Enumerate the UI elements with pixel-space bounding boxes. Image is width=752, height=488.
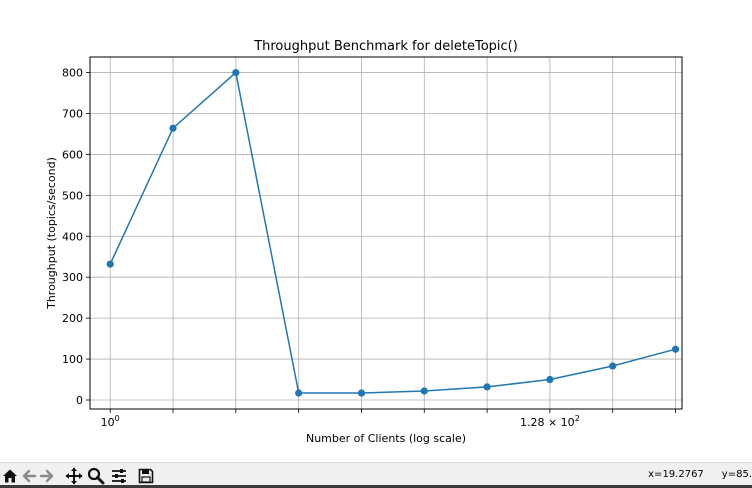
data-point (106, 260, 114, 268)
data-point (483, 383, 491, 391)
pan-icon (65, 467, 83, 485)
x-tick-label-base: 1.28 × 10 (520, 416, 575, 429)
grid (90, 57, 682, 409)
forward-arrow-icon (39, 469, 54, 483)
y-tick-label: 300 (62, 271, 83, 284)
window-bottom-edge (0, 485, 752, 488)
data-point (671, 345, 680, 353)
pan-button[interactable] (64, 465, 84, 487)
y-tick-label: 600 (62, 148, 83, 161)
series-line (109, 71, 676, 394)
x-axis-label: Number of Clients (log scale) (306, 432, 466, 445)
data-point (232, 68, 240, 77)
x-tick-label: 100 (101, 414, 120, 429)
data-point (295, 389, 303, 397)
configure-subplots-button[interactable] (109, 465, 129, 487)
save-icon (138, 468, 154, 484)
back-arrow-icon (22, 469, 37, 483)
configure-subplots-icon (112, 469, 126, 483)
x-tick-label-exponent: 0 (115, 414, 120, 423)
x-coordinate-readout: x=19.2767 (648, 469, 704, 480)
forward-button[interactable] (37, 465, 57, 487)
data-point (546, 375, 554, 384)
plot-area-frame (89, 56, 683, 410)
y-coordinate-readout: y=85. (721, 469, 752, 480)
chart-title: Throughput Benchmark for deleteTopic() (253, 39, 518, 54)
back-button[interactable] (19, 465, 39, 487)
zoom-button[interactable] (86, 465, 106, 487)
y-tick-label: 100 (62, 353, 83, 366)
y-tick-label: 800 (62, 67, 83, 80)
cursor-coordinates: x=19.2767 y=85. (648, 469, 752, 480)
x-tick-label-exponent: 2 (575, 414, 580, 423)
y-tick-label: 500 (62, 189, 83, 202)
data-point (420, 387, 428, 395)
y-tick-label: 0 (76, 394, 83, 407)
x-tick-label: 1.28 × 102 (520, 414, 580, 429)
zoom-icon (87, 467, 105, 485)
data-point (609, 362, 617, 370)
home-button[interactable] (0, 465, 20, 487)
data-point (357, 389, 366, 397)
y-tick-label: 700 (62, 107, 83, 120)
y-tick-label: 400 (62, 230, 83, 243)
x-tick-label-base: 10 (101, 416, 115, 429)
y-axis-label: Throughput (topics/second) (45, 157, 58, 310)
navigation-toolbar: x=19.2767 y=85. (0, 462, 752, 488)
data-point (169, 124, 177, 132)
y-tick-label: 200 (62, 312, 83, 325)
series-layer (106, 68, 680, 397)
home-icon (3, 469, 17, 483)
figure-canvas: Throughput Benchmark for deleteTopic() 0… (45, 39, 683, 445)
save-button[interactable] (136, 465, 156, 487)
